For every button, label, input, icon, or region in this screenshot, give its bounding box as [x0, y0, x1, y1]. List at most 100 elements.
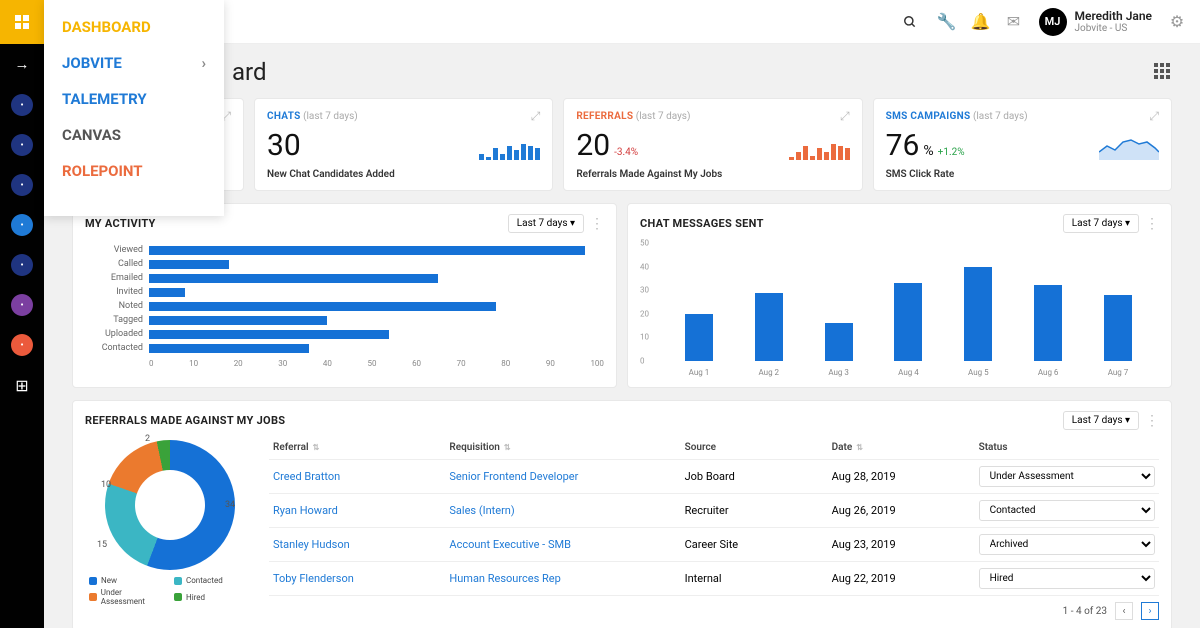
hbar	[149, 316, 327, 325]
table-header: Status	[979, 442, 1155, 453]
nav-menu: DASHBOARD JOBVITE› TALEMETRY CANVAS ROLEPOIN…	[44, 0, 224, 216]
table-header[interactable]: Requisition⇅	[449, 442, 684, 453]
sidebar-item-1[interactable]: •	[11, 134, 33, 156]
date-cell: Aug 28, 2019	[832, 470, 979, 483]
apps-grid-icon[interactable]	[1154, 63, 1172, 81]
hbar-label: Uploaded	[85, 329, 143, 339]
legend-item: Hired	[174, 588, 251, 606]
source-cell: Internal	[685, 572, 832, 585]
requisition-link[interactable]: Account Executive - SMB	[449, 538, 684, 551]
table-header[interactable]: Referral⇅	[273, 442, 449, 453]
hbar-label: Emailed	[85, 273, 143, 283]
wrench-icon[interactable]: 🔧	[937, 12, 955, 31]
sidebar-item-3[interactable]: •	[11, 214, 33, 236]
stat-subtitle: Referrals Made Against My Jobs	[576, 169, 849, 180]
sidebar-item-0[interactable]: •	[11, 94, 33, 116]
panel-menu-icon[interactable]: ⋮	[1139, 413, 1159, 429]
hbar-label: Contacted	[85, 343, 143, 353]
table-row: Stanley Hudson Account Executive - SMB C…	[269, 528, 1159, 562]
panel-menu-icon[interactable]: ⋮	[1139, 216, 1159, 232]
hbar	[149, 330, 389, 339]
stat-value: 30	[267, 128, 301, 163]
user-menu[interactable]: MJ Meredith Jane Jobvite - US	[1039, 8, 1153, 36]
stat-card-referrals: REFERRALS (last 7 days) ⤢ 20-3.4% Referr…	[563, 98, 862, 191]
sidebar-item-4[interactable]: •	[11, 254, 33, 276]
expand-icon[interactable]: ⤢	[1149, 109, 1159, 124]
expand-icon[interactable]: ⤢	[531, 109, 541, 124]
nav-item-talemetry[interactable]: TALEMETRY	[62, 90, 206, 108]
hbar-label: Called	[85, 259, 143, 269]
range-dropdown[interactable]: Last 7 days ▾	[508, 214, 584, 233]
vbar	[894, 283, 922, 361]
stat-value: 20	[576, 128, 610, 163]
source-cell: Recruiter	[685, 504, 832, 517]
vbar	[825, 323, 853, 361]
gear-icon[interactable]: ⚙	[1168, 12, 1186, 31]
requisition-link[interactable]: Sales (Intern)	[449, 504, 684, 517]
expand-icon[interactable]: ⤢	[840, 109, 850, 124]
legend-item: Contacted	[174, 576, 251, 585]
legend-item: Under Assessment	[89, 588, 166, 606]
sidebar-item-2[interactable]: •	[11, 174, 33, 196]
hbar-label: Noted	[85, 301, 143, 311]
stat-value: 76	[886, 128, 920, 163]
range-dropdown[interactable]: Last 7 days ▾	[1063, 411, 1139, 430]
stat-card-sms campaigns: SMS CAMPAIGNS (last 7 days) ⤢ 76%+1.2% S…	[873, 98, 1172, 191]
mail-icon[interactable]: ✉	[1005, 12, 1023, 31]
table-header[interactable]: Date⇅	[832, 442, 979, 453]
referral-link[interactable]: Ryan Howard	[273, 504, 449, 517]
user-org: Jobvite - US	[1075, 23, 1153, 34]
sidebar-item-6[interactable]: •	[11, 334, 33, 356]
vbar	[685, 314, 713, 361]
avatar: MJ	[1039, 8, 1067, 36]
status-select[interactable]: Under Assessment	[979, 466, 1155, 487]
table-row: Ryan Howard Sales (Intern) Recruiter Aug…	[269, 494, 1159, 528]
my-activity-panel: MY ACTIVITY Last 7 days ▾ ⋮ ViewedCalled…	[72, 203, 617, 388]
range-dropdown[interactable]: Last 7 days ▾	[1063, 214, 1139, 233]
vbar	[1104, 295, 1132, 361]
pager-next[interactable]: ›	[1141, 602, 1159, 620]
requisition-link[interactable]: Senior Frontend Developer	[449, 470, 684, 483]
referral-link[interactable]: Stanley Hudson	[273, 538, 449, 551]
status-select[interactable]: Contacted	[979, 500, 1155, 521]
panel-title: MY ACTIVITY	[85, 217, 156, 230]
hbar	[149, 344, 309, 353]
stat-card-chats: CHATS (last 7 days) ⤢ 30 New Chat Candid…	[254, 98, 553, 191]
date-cell: Aug 26, 2019	[832, 504, 979, 517]
nav-item-canvas[interactable]: CANVAS	[62, 126, 206, 144]
sidebar-expand-icon[interactable]: →	[0, 44, 44, 84]
search-icon[interactable]	[903, 15, 921, 29]
nav-item-rolepoint[interactable]: ROLEPOINT	[62, 162, 206, 180]
legend-item: New	[89, 576, 166, 585]
referrals-table: Referral⇅Requisition⇅SourceDate⇅Status C…	[269, 436, 1159, 620]
nav-item-dashboard[interactable]: DASHBOARD	[62, 18, 206, 36]
date-cell: Aug 22, 2019	[832, 572, 979, 585]
referral-link[interactable]: Toby Flenderson	[273, 572, 449, 585]
panel-title: REFERRALS MADE AGAINST MY JOBS	[85, 414, 285, 427]
stat-subtitle: SMS Click Rate	[886, 169, 1159, 180]
sidebar: → • • • • • • • ⊞	[0, 0, 44, 628]
hbar	[149, 274, 438, 283]
app-logo[interactable]	[0, 0, 44, 44]
pager-prev[interactable]: ‹	[1115, 602, 1133, 620]
stat-subtitle: New Chat Candidates Added	[267, 169, 540, 180]
hbar	[149, 260, 229, 269]
vbar	[1034, 285, 1062, 361]
bell-icon[interactable]: 🔔	[971, 12, 989, 31]
source-cell: Career Site	[685, 538, 832, 551]
hbar	[149, 288, 185, 297]
status-select[interactable]: Hired	[979, 568, 1155, 589]
table-row: Creed Bratton Senior Frontend Developer …	[269, 460, 1159, 494]
referral-link[interactable]: Creed Bratton	[273, 470, 449, 483]
panel-menu-icon[interactable]: ⋮	[584, 216, 604, 232]
pager-range: 1 - 4 of 23	[1063, 606, 1107, 617]
stat-cards-row: st 7 days) ⤢ CHATS (last 7 days) ⤢ 30 Ne…	[72, 98, 1172, 191]
referrals-donut-chart: 3415102	[105, 440, 235, 570]
sidebar-item-5[interactable]: •	[11, 294, 33, 316]
hbar-label: Tagged	[85, 315, 143, 325]
nav-item-jobvite[interactable]: JOBVITE›	[62, 54, 206, 72]
requisition-link[interactable]: Human Resources Rep	[449, 572, 684, 585]
chat-messages-panel: CHAT MESSAGES SENT Last 7 days ▾ ⋮ 50403…	[627, 203, 1172, 388]
sidebar-add-icon[interactable]: ⊞	[15, 376, 28, 395]
status-select[interactable]: Archived	[979, 534, 1155, 555]
